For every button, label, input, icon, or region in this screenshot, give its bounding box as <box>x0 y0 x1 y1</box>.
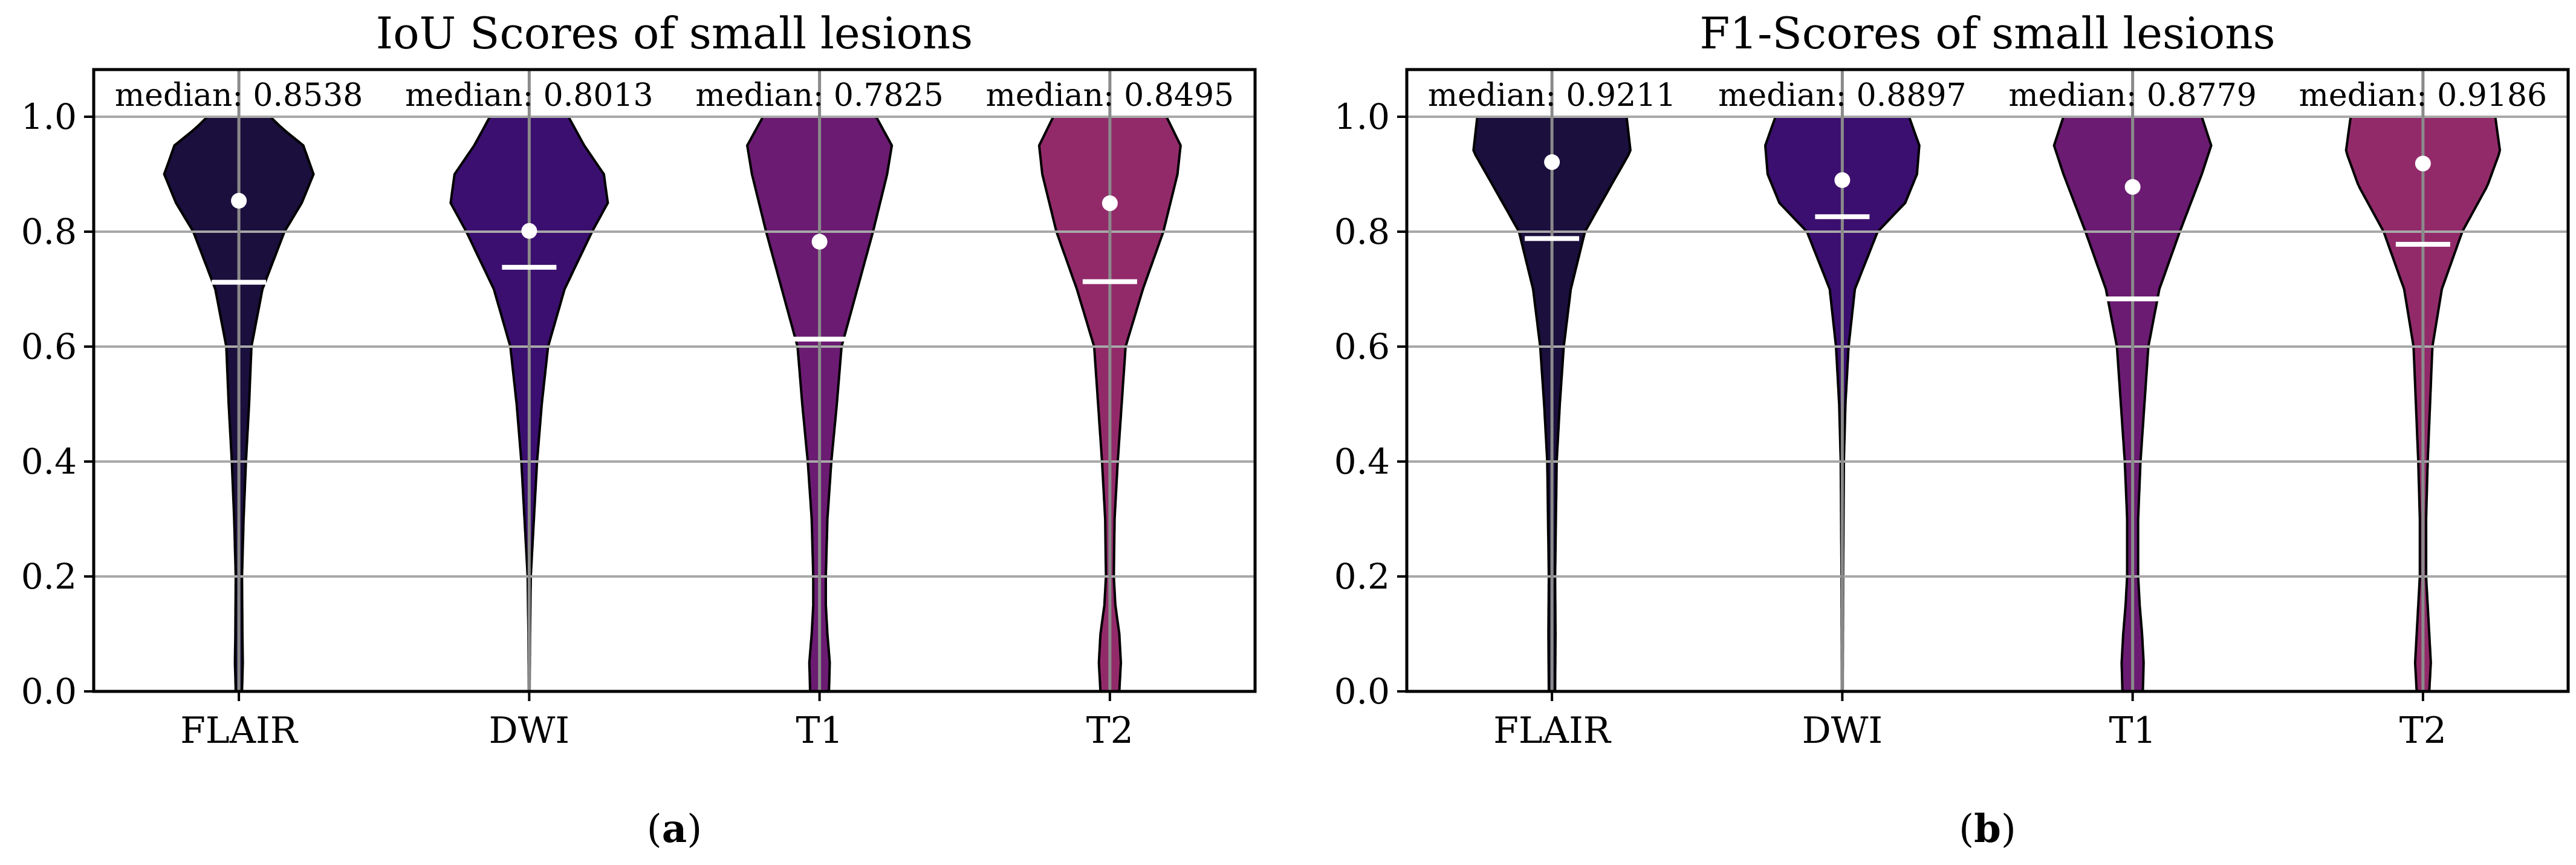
y-tick-label: 0.2 <box>1334 556 1390 597</box>
y-tick-label: 0.2 <box>21 556 77 597</box>
y-tick-label: 0.6 <box>1334 326 1390 367</box>
chart-title: IoU Scores of small lesions <box>376 8 973 59</box>
median-label-t1: median: 0.8779 <box>2008 77 2257 114</box>
panel-iou: IoU Scores of small lesions median: 0.853… <box>21 8 1257 852</box>
median-dot-t1 <box>811 233 828 250</box>
median-dot-dwi <box>521 223 537 239</box>
median-dot-t1 <box>2124 178 2141 195</box>
panel-label: (b) <box>1959 806 2016 852</box>
x-tick-label-flair: FLAIR <box>1493 710 1612 752</box>
x-tick-label-t2: T2 <box>2399 710 2447 752</box>
y-tick-label: 0.4 <box>21 441 77 482</box>
median-label-t1: median: 0.7825 <box>695 77 944 114</box>
median-dot-dwi <box>1834 172 1851 188</box>
panel-label: (a) <box>647 806 702 852</box>
y-tick-label: 0.0 <box>1334 671 1390 712</box>
y-tick-label: 0.6 <box>21 326 77 367</box>
median-dot-flair <box>231 192 247 209</box>
panel-f1: F1-Scores of small lesions median: 0.9211… <box>1334 8 2570 852</box>
x-tick-label-dwi: DWI <box>489 710 569 752</box>
median-label-flair: median: 0.8538 <box>115 77 363 114</box>
median-label-dwi: median: 0.8897 <box>1718 77 1967 114</box>
axes-frame <box>92 68 1257 693</box>
median-label-dwi: median: 0.8013 <box>405 77 654 114</box>
x-tick-label-t1: T1 <box>796 710 843 752</box>
y-tick-label: 0.8 <box>1334 211 1390 252</box>
x-tick-label-flair: FLAIR <box>180 710 299 752</box>
y-tick-label: 0.4 <box>1334 441 1390 482</box>
axes-frame <box>1405 68 2570 693</box>
median-label-flair: median: 0.9211 <box>1428 77 1676 114</box>
y-tick-label: 0.0 <box>21 671 77 712</box>
y-tick-label: 0.8 <box>21 211 77 252</box>
median-label-t2: median: 0.9186 <box>2299 77 2548 114</box>
chart-title: F1-Scores of small lesions <box>1699 8 2275 59</box>
y-tick-label: 1.0 <box>21 96 77 137</box>
x-tick-label-dwi: DWI <box>1802 710 1883 752</box>
x-tick-label-t1: T1 <box>2109 710 2156 752</box>
x-tick-label-t2: T2 <box>1086 710 1134 752</box>
median-dot-flair <box>1544 154 1560 170</box>
median-dot-t2 <box>2415 155 2431 172</box>
median-label-t2: median: 0.8495 <box>986 77 1234 114</box>
median-dot-t2 <box>1101 195 1118 211</box>
y-tick-label: 1.0 <box>1334 96 1390 137</box>
